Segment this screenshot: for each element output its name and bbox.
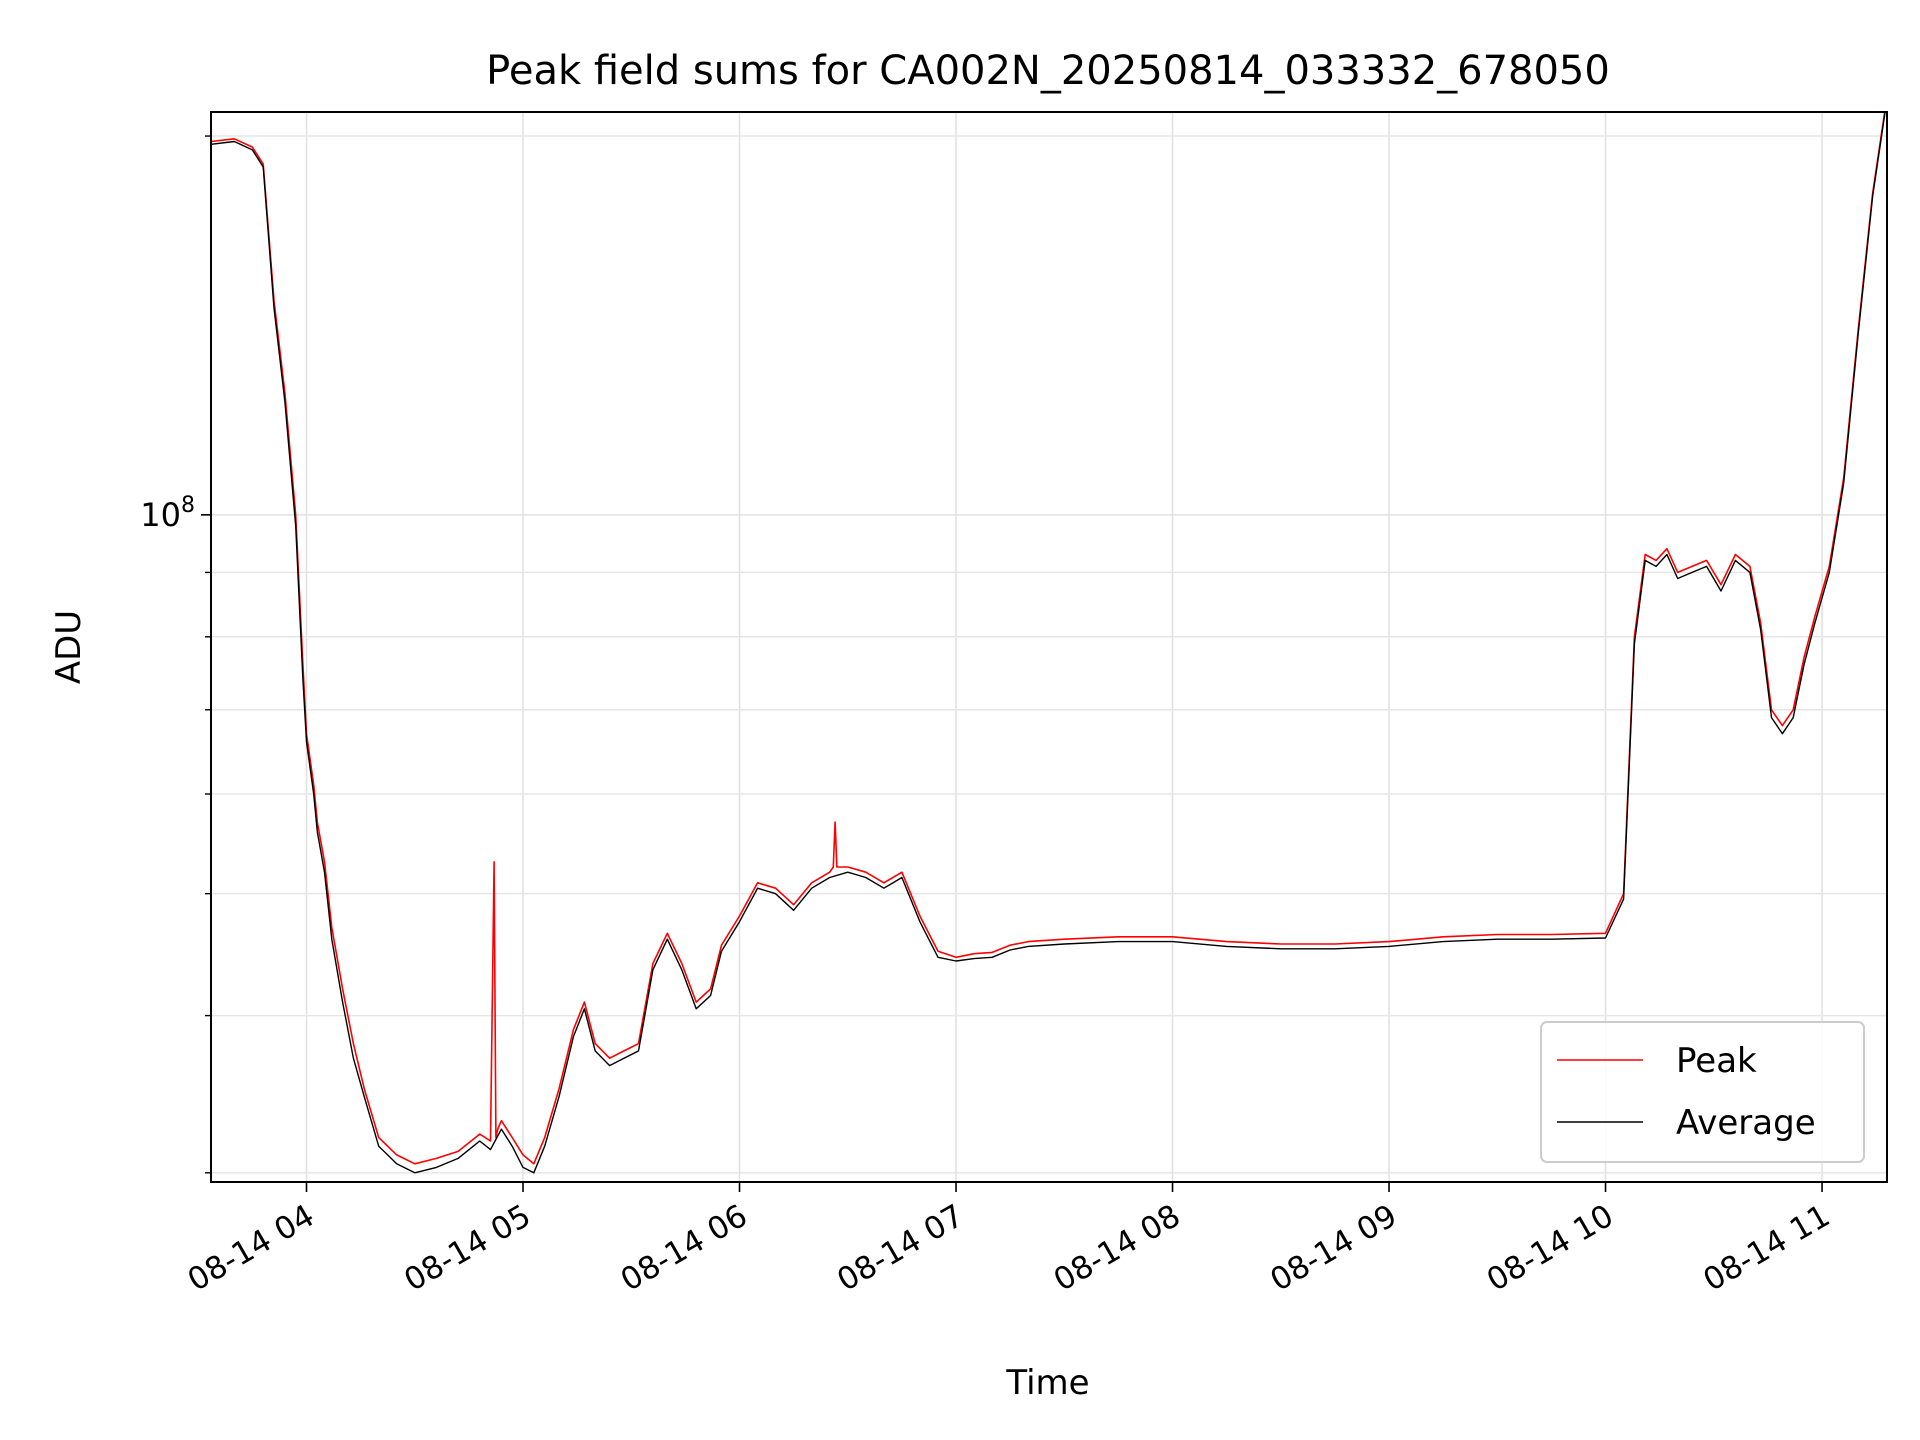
y-tick-label: 108 [140, 493, 195, 534]
grid [211, 112, 1887, 1182]
x-axis-label: Time [1005, 1363, 1089, 1403]
legend-label-peak: Peak [1676, 1041, 1757, 1081]
legend: Peak Average [1540, 1021, 1865, 1163]
chart-title: Peak field sums for CA002N_20250814_0333… [486, 48, 1610, 94]
legend-box [1540, 1021, 1865, 1163]
series-line-peak [211, 112, 1886, 1165]
series-line-average [211, 112, 1886, 1174]
series-layer [211, 112, 1886, 1174]
y-axis-label: ADU [49, 610, 89, 684]
legend-label-average: Average [1676, 1103, 1816, 1143]
plot-frame [210, 111, 1888, 1183]
